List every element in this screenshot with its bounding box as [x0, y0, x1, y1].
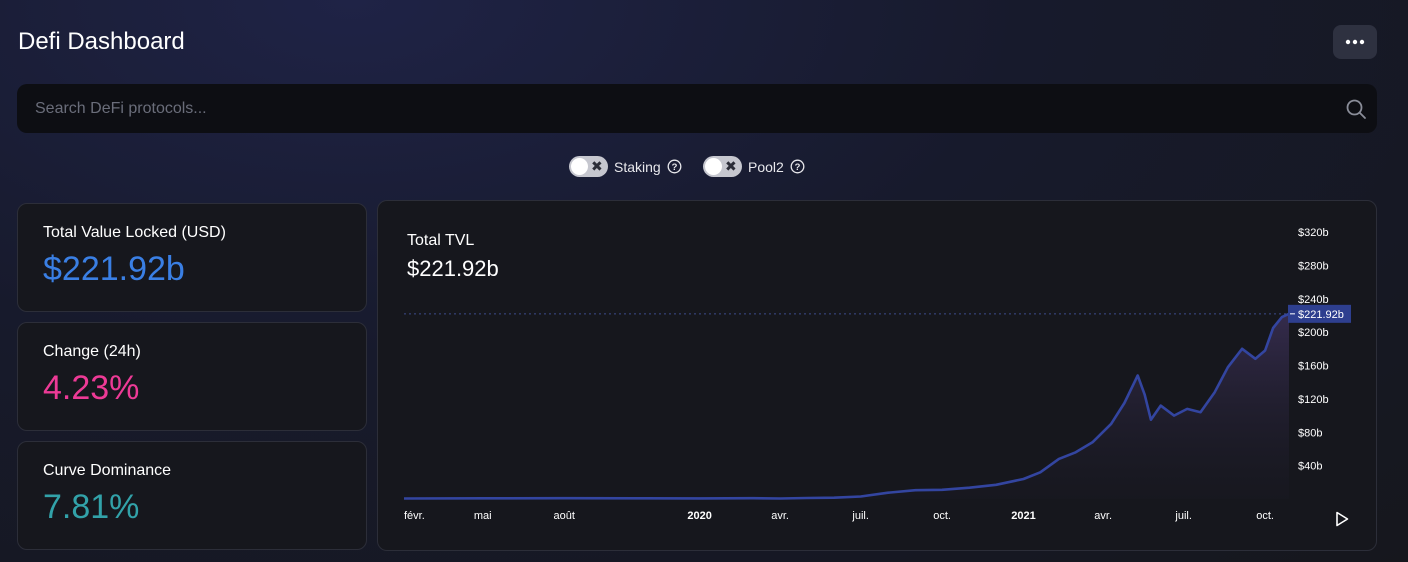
tvl-value: $221.92b [43, 250, 185, 288]
help-circle-icon[interactable]: ? [667, 159, 682, 174]
change-card: Change (24h) 4.23% [17, 322, 367, 431]
pool2-toggle-group: ✖ Pool2 ? [703, 156, 805, 177]
tvl-card: Total Value Locked (USD) $221.92b [17, 203, 367, 312]
y-tick-label: $320b [1298, 227, 1329, 239]
staking-toggle[interactable]: ✖ [569, 156, 608, 177]
x-tick-label: févr. [404, 510, 425, 522]
chart-title: Total TVL [407, 232, 475, 249]
staking-label: Staking [614, 158, 661, 175]
x-tick-label: juil. [1174, 510, 1192, 522]
pool2-label: Pool2 [748, 158, 784, 175]
dominance-label: Curve Dominance [43, 462, 172, 479]
y-tick-label: $120b [1298, 394, 1329, 406]
more-options-button[interactable] [1333, 25, 1377, 59]
x-tick-label: oct. [933, 510, 951, 522]
play-icon[interactable] [1335, 511, 1349, 527]
change-value: 4.23% [43, 369, 140, 407]
dominance-card: Curve Dominance 7.81% [17, 441, 367, 550]
pool2-toggle[interactable]: ✖ [703, 156, 742, 177]
current-value-label: $221.92b [1298, 309, 1344, 321]
y-tick-label: $40b [1298, 461, 1322, 473]
search-bar [17, 84, 1377, 133]
y-tick-label: $240b [1298, 294, 1329, 306]
y-tick-label: $280b [1298, 260, 1329, 272]
y-tick-label: $80b [1298, 427, 1322, 439]
x-tick-label: avr. [771, 510, 789, 522]
x-tick-label: juil. [851, 510, 869, 522]
y-tick-label: $200b [1298, 327, 1329, 339]
page-title: Defi Dashboard [18, 28, 185, 55]
chart-value: $221.92b [407, 256, 499, 281]
svg-text:?: ? [671, 162, 677, 173]
tvl-chart-panel: $40b $80b $120b $160b $200b $240b $280b $320b $2… [377, 200, 1377, 551]
y-tick-label: $160b [1298, 361, 1329, 373]
x-tick-label: mai [474, 510, 492, 522]
dominance-value: 7.81% [43, 488, 140, 526]
search-icon[interactable] [1345, 98, 1367, 120]
x-tick-label: avr. [1094, 510, 1112, 522]
search-input[interactable] [17, 84, 1317, 133]
x-tick-label: oct. [1256, 510, 1274, 522]
svg-text:?: ? [794, 162, 800, 173]
x-tick-label: 2020 [687, 510, 711, 522]
more-horizontal-icon [1345, 39, 1365, 45]
change-label: Change (24h) [43, 343, 141, 360]
tvl-series-line [403, 312, 1290, 500]
tvl-label: Total Value Locked (USD) [43, 224, 226, 241]
staking-toggle-group: ✖ Staking ? [569, 156, 682, 177]
tvl-area [404, 313, 1289, 499]
x-tick-label: 2021 [1011, 510, 1035, 522]
help-circle-icon[interactable]: ? [790, 159, 805, 174]
x-tick-label: août [553, 510, 574, 522]
current-value-badge: $221.92b [1288, 304, 1351, 323]
tvl-chart: $40b $80b $120b $160b $200b $240b $280b $320b $2… [403, 227, 1351, 522]
